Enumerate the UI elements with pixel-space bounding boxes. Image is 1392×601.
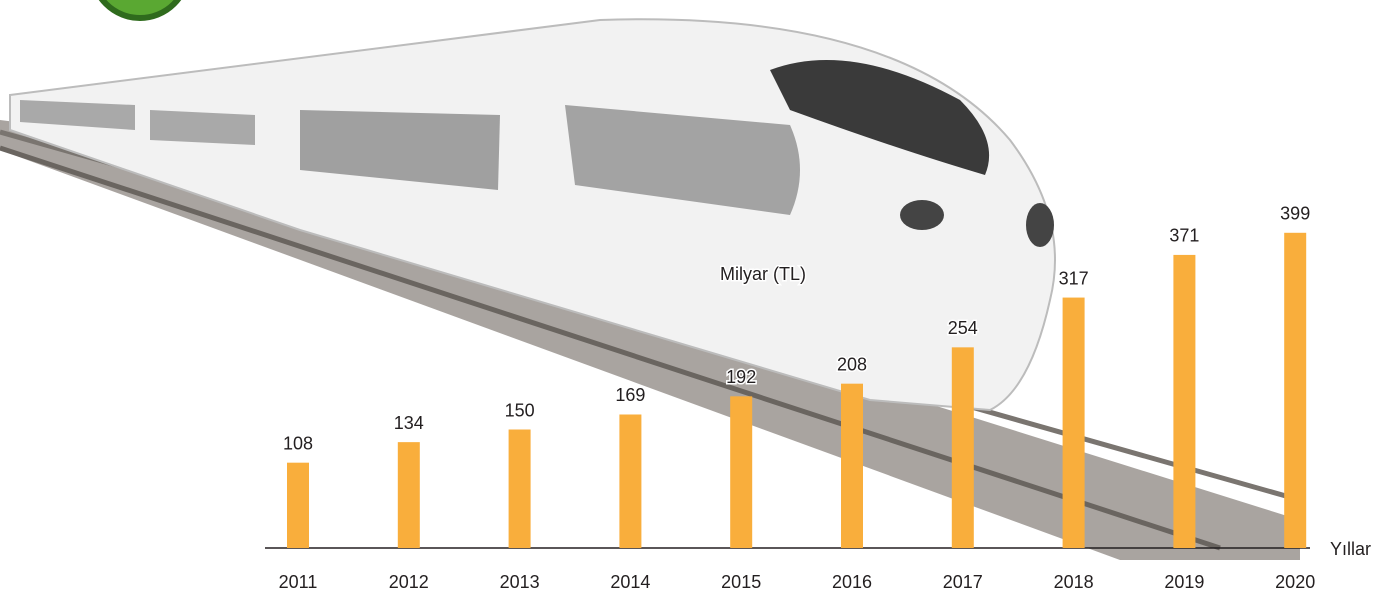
bar [841, 384, 863, 548]
bar [1284, 233, 1306, 548]
chart: Milyar (TL) Yıllar 108 2011 134 2012 150 2013… [0, 0, 1392, 601]
x-tick-label: 2016 [832, 572, 872, 592]
bar [1173, 255, 1195, 548]
bar [730, 396, 752, 548]
x-tick-label: 2019 [1164, 572, 1204, 592]
value-label: 399 [1280, 204, 1310, 224]
x-tick-label: 2012 [389, 572, 429, 592]
bar [398, 442, 420, 548]
train-window [150, 110, 255, 145]
x-tick-label: 2013 [500, 572, 540, 592]
bar [1063, 298, 1085, 548]
x-tick-label: 2015 [721, 572, 761, 592]
x-tick-label: 2014 [610, 572, 650, 592]
bar [287, 463, 309, 548]
background-illustration [0, 0, 1300, 560]
x-tick-label: 2011 [279, 572, 318, 592]
x-tick-label: 2018 [1054, 572, 1094, 592]
bar [509, 430, 531, 549]
value-label: 208 [837, 354, 867, 374]
x-tick-label: 2017 [943, 572, 983, 592]
page: {"chart_data": {"type": "bar", "y_label"… [0, 0, 1392, 601]
logo [92, 0, 188, 18]
x-tick-label: 2020 [1275, 572, 1315, 592]
value-label: 192 [726, 367, 756, 387]
y-axis-title: Milyar (TL) [720, 264, 806, 284]
value-label: 134 [394, 413, 424, 433]
value-label: 317 [1059, 268, 1089, 288]
value-label: 254 [948, 318, 978, 338]
headlight [1026, 203, 1054, 247]
value-label: 169 [615, 385, 645, 405]
bar [952, 347, 974, 548]
bar [619, 414, 641, 548]
headlight [900, 200, 944, 230]
value-label: 108 [283, 433, 313, 453]
x-axis-title: Yıllar [1330, 539, 1371, 559]
value-label: 371 [1169, 226, 1199, 246]
value-label: 150 [505, 400, 535, 420]
